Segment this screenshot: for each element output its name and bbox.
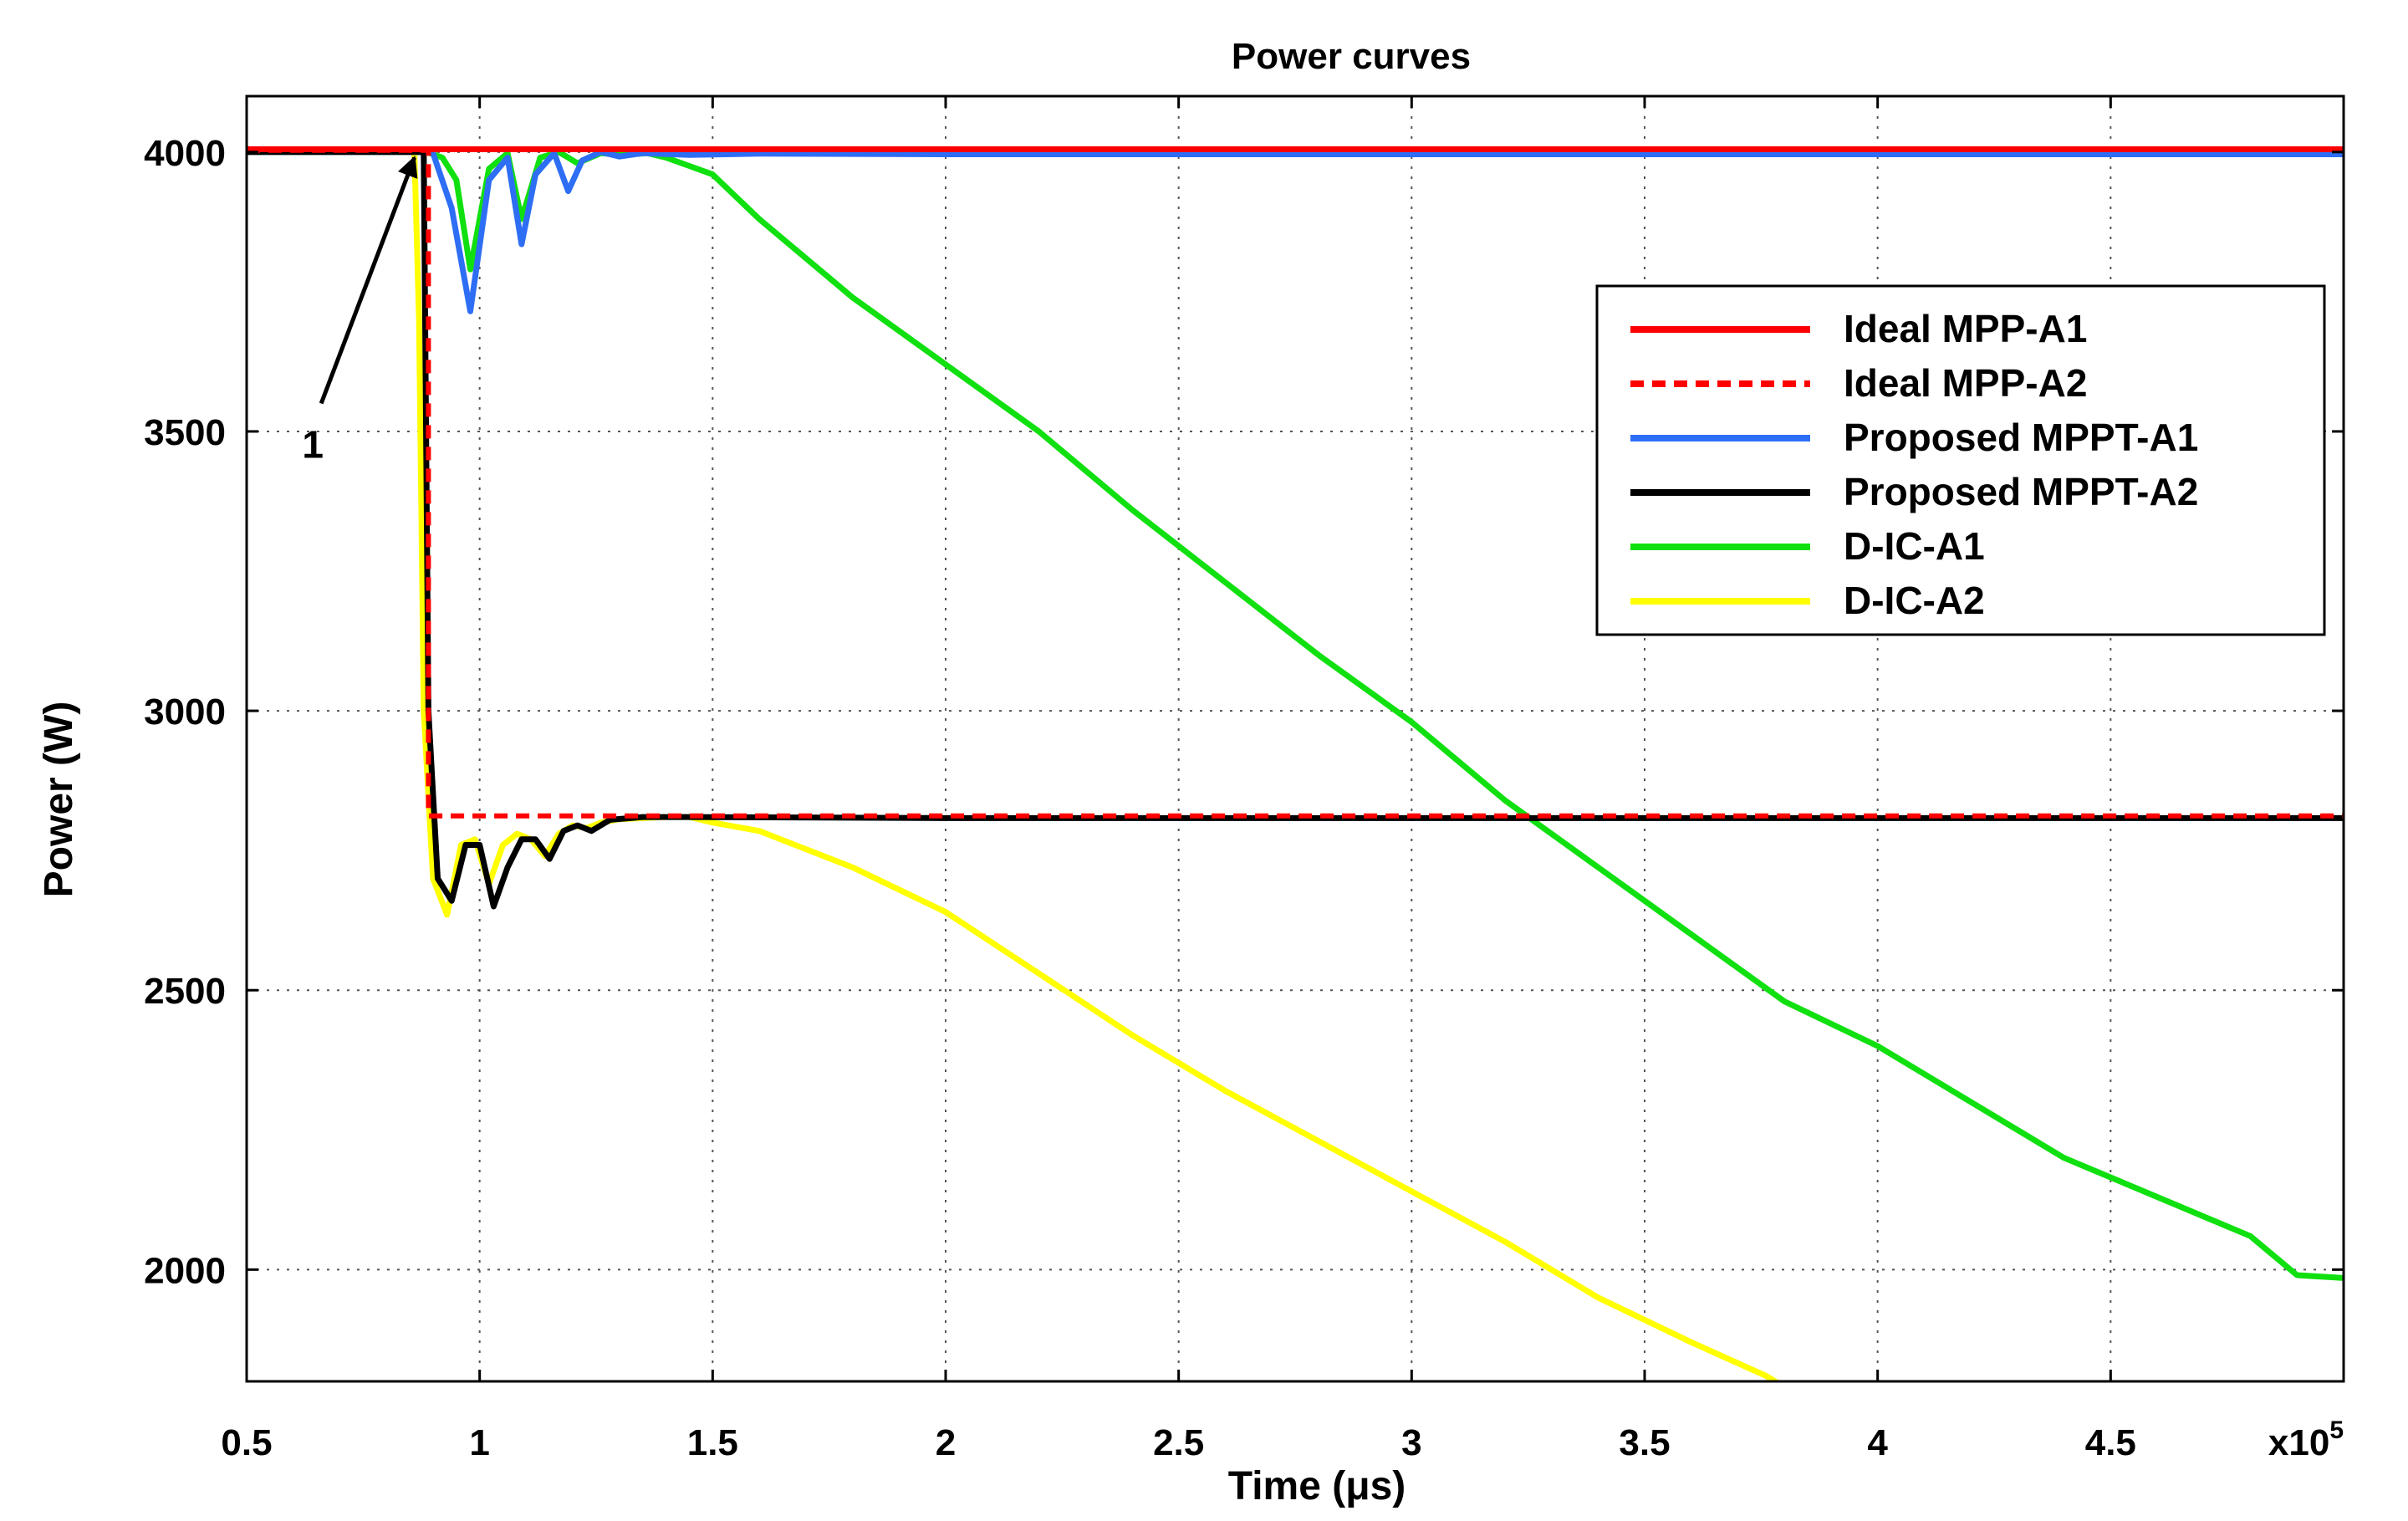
legend-label: Ideal MPP-A2 [1844,361,2087,405]
grid-lines [247,96,2344,1381]
annotation-arrow: 1 [302,156,418,467]
legend-label: Proposed MPPT-A1 [1844,416,2198,459]
x-scale-exponent: 5 [2329,1416,2344,1444]
legend-label: Ideal MPP-A1 [1844,307,2087,350]
series-layer [247,146,2344,1381]
annotation-arrow-line [319,156,418,405]
x-tick-label: 2 [936,1422,956,1463]
x-tick-label: 4 [1867,1422,1888,1463]
legend: Ideal MPP-A1 Ideal MPP-A2 Proposed MPPT-A1… [1595,284,2326,636]
legend-label: D-IC-A2 [1844,579,1985,622]
series-line-d-ic-a1 [247,149,2344,1281]
x-tick-label: 0.5 [221,1422,272,1463]
legend-label: D-IC-A1 [1844,524,1985,568]
x-tick-label: 1 [469,1422,489,1463]
y-tick-labels: 2000 2500 3000 3500 4000 [144,133,226,1292]
legend-label: Proposed MPPT-A2 [1844,470,2198,513]
annotation-label: 1 [302,423,324,467]
y-tick-label: 2500 [144,971,226,1012]
x-axis-label: Time (μs) [1228,1464,1406,1508]
y-tick-label: 4000 [144,133,226,174]
x-tick-labels: 0.5 1 1.5 2 2.5 3 3.5 4 4.5 [221,1422,2136,1463]
legend-box [1595,284,2326,636]
y-tick-label: 3000 [144,692,226,732]
x-tick-label: 1.5 [687,1422,738,1463]
x-tick-label: 3 [1401,1422,1421,1463]
plot-frame [245,94,2345,1383]
series-line-proposed-mppt-a1 [247,149,2344,314]
x-tick-label: 4.5 [2085,1422,2136,1463]
x-tick-label: 3.5 [1619,1422,1670,1463]
series-line-ideal-mpp-a2 [247,147,2344,819]
x-tick-label: 2.5 [1153,1422,1204,1463]
y-tick-label: 2000 [144,1250,226,1291]
chart-title: Power curves [1232,36,1471,77]
tick-marks [245,96,2345,1381]
x-scale-base: x10 [2268,1422,2329,1463]
y-axis-label: Power (W) [37,702,81,898]
y-tick-label: 3500 [144,412,226,453]
x-axis-scale-factor: x105 [2268,1416,2344,1463]
